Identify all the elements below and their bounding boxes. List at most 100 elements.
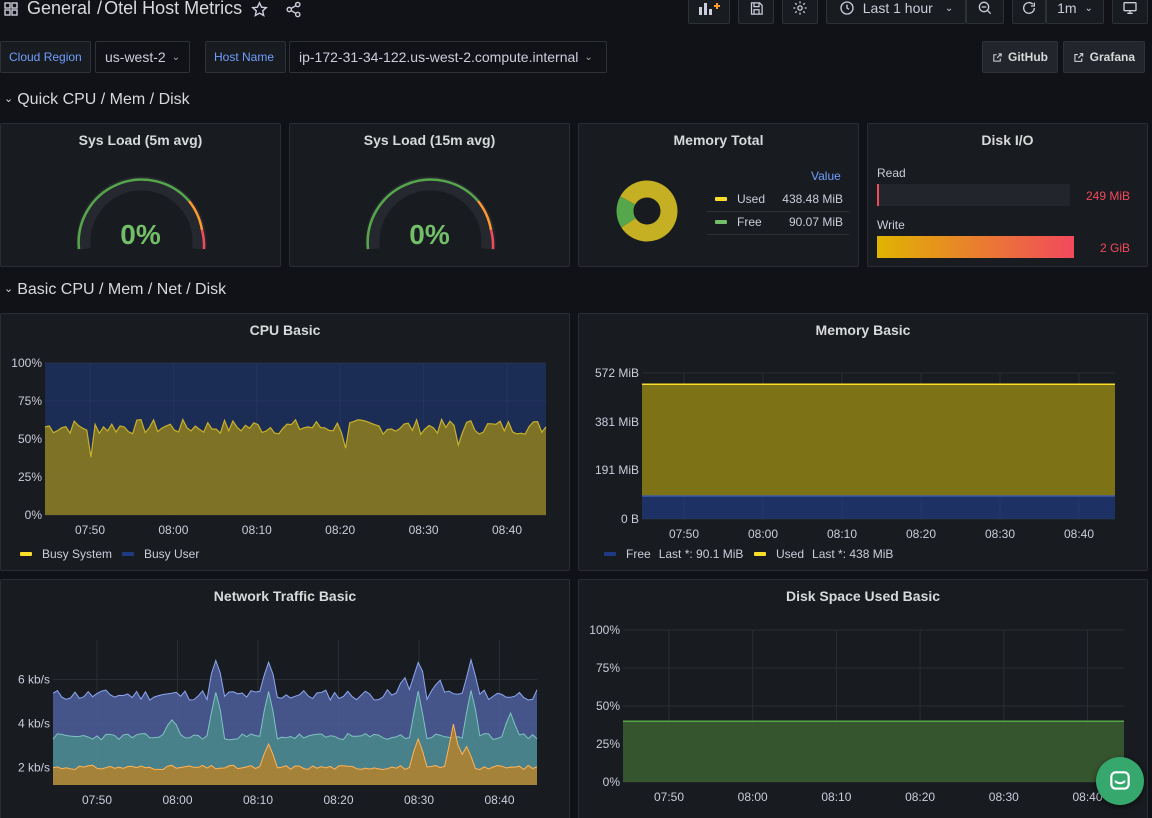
gauge-threshold-red <box>489 229 495 250</box>
x-tick-label: 08:40 <box>1064 527 1094 541</box>
star-icon[interactable] <box>251 1 268 18</box>
apps-grid-icon[interactable] <box>4 2 18 16</box>
donut-slice-free <box>616 196 636 228</box>
area-disk-used <box>623 721 1124 782</box>
memory-donut-chart <box>616 180 678 242</box>
y-tick-label: 2 kb/s <box>18 760 50 774</box>
area-free <box>642 496 1115 519</box>
legend-name: Busy User <box>144 547 200 561</box>
y-tick-label: 100% <box>589 623 620 637</box>
panel-disk-space-used-basic[interactable]: Disk Space Used Basic 0% 25% 50% 75% 100% 07:… <box>578 579 1148 818</box>
zoom-out-icon <box>978 1 992 15</box>
refresh-icon <box>1023 1 1035 14</box>
grafana-link-button[interactable]: Grafana <box>1063 41 1145 73</box>
x-tick-label: 08:40 <box>1072 790 1102 804</box>
x-tick-label: 08:20 <box>905 790 935 804</box>
add-panel-button[interactable] <box>688 0 730 24</box>
legend-swatch <box>604 552 616 556</box>
refresh-interval-picker[interactable]: 1m ⌄ <box>1046 0 1104 24</box>
y-tick-label: 50% <box>596 699 620 713</box>
github-link-button[interactable]: GitHub <box>982 41 1058 73</box>
line-busy-system <box>44 417 547 458</box>
legend-item-free[interactable]: Free 90.07 MiB <box>715 215 843 229</box>
page-title[interactable]: Otel Host Metrics <box>104 0 243 18</box>
bar-value-write: 2 GiB <box>1099 241 1130 255</box>
breadcrumb-folder[interactable]: General <box>27 0 92 18</box>
row-header-basic[interactable]: ⌄ Basic CPU / Mem / Net / Disk <box>4 281 226 299</box>
panel-title: Disk I/O <box>981 132 1034 148</box>
panel-title: Sys Load (5m avg) <box>78 132 203 148</box>
y-tick-label: 0 B <box>621 512 639 526</box>
cloud-region-select[interactable]: us-west-2 ⌄ <box>95 41 190 73</box>
divider <box>707 234 849 235</box>
x-tick-label: 07:50 <box>654 790 684 804</box>
panel-sys-load-5m[interactable]: Sys Load (5m avg) 0% <box>0 123 281 267</box>
legend-value: 90.07 MiB <box>788 215 843 229</box>
x-tick-label: 08:40 <box>492 523 522 537</box>
y-tick-label: 50% <box>18 432 42 446</box>
gauge-threshold-red <box>200 229 206 250</box>
panel-network-traffic-basic[interactable]: Network Traffic Basic 2 kb/s 4 kb/s 6 kb/s… <box>0 579 570 818</box>
y-tick-label: 75% <box>596 661 620 675</box>
row-title-quick: Quick CPU / Mem / Disk <box>17 91 190 108</box>
gauge-threshold-green <box>366 178 479 250</box>
breadcrumb: General / Otel Host Metrics <box>27 0 242 19</box>
tv-mode-button[interactable] <box>1112 0 1148 24</box>
share-icon[interactable] <box>285 1 302 18</box>
panel-memory-total[interactable]: Memory Total Value Used 438.48 MiB Free … <box>578 123 859 267</box>
donut-slice-used <box>620 180 678 242</box>
gauge-threshold-green <box>77 178 190 250</box>
bar-fill-read <box>877 184 879 206</box>
x-tick-label: 08:00 <box>162 793 192 807</box>
panel-disk-io[interactable]: Disk I/O Read 249 MiB Write 2 GiB <box>867 123 1148 267</box>
legend-name: Busy System <box>42 547 113 561</box>
cloud-region-label: Cloud Region <box>0 41 91 73</box>
legend-value: 438.48 MiB <box>782 192 843 206</box>
panel-cpu-basic[interactable]: CPU Basic 0% 25% 50% 75% 100% 07:50 08:00 08:10… <box>0 313 570 571</box>
save-dashboard-button[interactable] <box>738 0 774 24</box>
x-tick-label: 08:30 <box>985 527 1015 541</box>
dashboard-settings-button[interactable] <box>782 0 818 24</box>
external-link-icon <box>1074 52 1084 62</box>
time-picker-button[interactable]: Last 1 hour ⌄ <box>826 0 966 24</box>
y-tick-label: 25% <box>596 737 620 751</box>
gauge-track <box>365 176 496 250</box>
external-link-icon <box>993 52 1002 62</box>
cpu-basic-chart: 0% 25% 50% 75% 100% 07:50 08:00 08:10 08:20 08:30… <box>11 356 547 537</box>
legend-name: Free <box>737 215 762 229</box>
refresh-button[interactable] <box>1012 0 1046 24</box>
disk-space-chart: 0% 25% 50% 75% 100% 07:50 08:00 08:10 08:20 08:30… <box>589 623 1124 804</box>
x-tick-label: 07:50 <box>669 527 699 541</box>
gauge-value: 0% <box>120 219 161 250</box>
row-header-quick[interactable]: ⌄ Quick CPU / Mem / Disk <box>4 91 190 109</box>
host-name-select[interactable]: ip-172-31-34-122.us-west-2.compute.inter… <box>289 41 607 73</box>
zoom-out-button[interactable] <box>966 0 1004 24</box>
breadcrumb-separator: / <box>97 0 103 18</box>
clock-icon <box>840 1 854 15</box>
y-tick-label: 0% <box>25 508 43 522</box>
chat-support-button[interactable] <box>1096 757 1144 805</box>
panel-title: Sys Load (15m avg) <box>363 132 496 148</box>
panel-memory-basic[interactable]: Memory Basic 0 B 191 MiB 381 MiB 572 MiB 07:… <box>578 313 1148 571</box>
github-link-label: GitHub <box>1008 50 1048 64</box>
x-tick-label: 08:20 <box>906 527 936 541</box>
legend-item-used[interactable]: Used 438.48 MiB <box>715 192 843 206</box>
legend-item-busy-system[interactable]: Busy System <box>20 547 112 561</box>
x-tick-label: 08:30 <box>404 793 434 807</box>
legend-item-busy-user[interactable]: Busy User <box>122 547 199 561</box>
panel-sys-load-15m[interactable]: Sys Load (15m avg) 0% <box>289 123 570 267</box>
y-tick-label: 100% <box>11 356 42 370</box>
chevron-down-icon: ⌄ <box>4 93 14 105</box>
area-busy-system <box>45 419 546 515</box>
x-tick-label: 08:30 <box>409 523 439 537</box>
x-tick-label: 07:50 <box>75 523 105 537</box>
panel-title: CPU Basic <box>249 322 321 338</box>
area-used <box>642 384 1115 497</box>
time-range-label: Last 1 hour <box>862 0 933 16</box>
gear-icon <box>793 1 807 15</box>
legend-item-free[interactable]: Free Last *: 90.1 MiB <box>604 547 743 561</box>
legend-name: Free <box>626 547 651 561</box>
x-tick-label: 08:20 <box>323 793 353 807</box>
legend-item-used[interactable]: Used Last *: 438 MiB <box>754 547 893 561</box>
grafana-link-label: Grafana <box>1089 50 1135 64</box>
